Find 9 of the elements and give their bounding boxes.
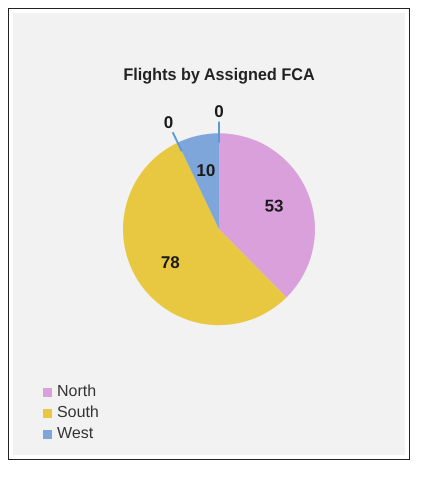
text: 0 bbox=[164, 113, 174, 132]
text: 0 bbox=[214, 102, 224, 121]
legend-label: South bbox=[57, 404, 99, 422]
chart-title: Flights by Assigned FCA bbox=[123, 64, 315, 84]
data-label: 10 bbox=[196, 160, 216, 180]
data-label: 53 bbox=[264, 196, 284, 216]
legend-label: North bbox=[57, 383, 96, 401]
data-label: 78 bbox=[160, 253, 180, 272]
legend-label: West bbox=[57, 425, 94, 443]
